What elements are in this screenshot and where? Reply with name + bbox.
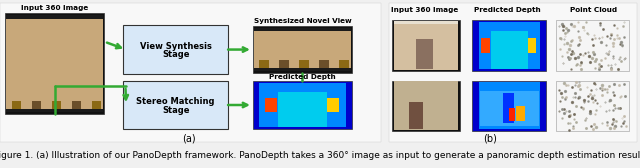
Text: Stereo Matching: Stereo Matching — [136, 97, 215, 106]
FancyBboxPatch shape — [279, 60, 289, 68]
Text: Stage: Stage — [162, 106, 189, 115]
FancyBboxPatch shape — [480, 91, 538, 126]
FancyBboxPatch shape — [6, 109, 103, 112]
FancyBboxPatch shape — [254, 68, 351, 71]
FancyBboxPatch shape — [389, 3, 637, 142]
FancyBboxPatch shape — [52, 101, 61, 109]
FancyBboxPatch shape — [319, 60, 329, 68]
FancyBboxPatch shape — [123, 25, 228, 74]
Text: Predicted Depth: Predicted Depth — [269, 74, 336, 80]
FancyBboxPatch shape — [509, 108, 515, 121]
FancyBboxPatch shape — [6, 15, 103, 112]
FancyBboxPatch shape — [472, 20, 546, 71]
FancyBboxPatch shape — [416, 39, 433, 69]
FancyBboxPatch shape — [259, 83, 346, 127]
FancyBboxPatch shape — [394, 21, 458, 70]
FancyBboxPatch shape — [394, 81, 458, 130]
Text: Predicted Depth: Predicted Depth — [474, 7, 541, 13]
FancyBboxPatch shape — [92, 101, 101, 109]
FancyBboxPatch shape — [392, 81, 460, 131]
Text: Input 360 Image: Input 360 Image — [390, 7, 458, 13]
FancyBboxPatch shape — [0, 3, 381, 142]
Text: Point Cloud: Point Cloud — [570, 7, 618, 13]
FancyBboxPatch shape — [516, 106, 525, 121]
FancyBboxPatch shape — [392, 20, 460, 71]
FancyBboxPatch shape — [72, 101, 81, 109]
FancyBboxPatch shape — [556, 20, 629, 71]
FancyBboxPatch shape — [253, 81, 352, 129]
FancyBboxPatch shape — [527, 38, 536, 53]
FancyBboxPatch shape — [327, 98, 339, 112]
FancyBboxPatch shape — [300, 60, 309, 68]
FancyBboxPatch shape — [481, 38, 490, 53]
FancyBboxPatch shape — [472, 81, 546, 131]
FancyBboxPatch shape — [12, 101, 21, 109]
FancyBboxPatch shape — [5, 13, 104, 114]
Text: Input 360 Image: Input 360 Image — [21, 5, 88, 11]
FancyBboxPatch shape — [479, 82, 540, 129]
FancyBboxPatch shape — [503, 93, 513, 123]
FancyBboxPatch shape — [265, 98, 276, 112]
FancyBboxPatch shape — [31, 101, 41, 109]
FancyBboxPatch shape — [278, 92, 327, 127]
FancyBboxPatch shape — [123, 81, 228, 129]
Text: Stage: Stage — [162, 50, 189, 59]
FancyBboxPatch shape — [253, 26, 352, 73]
FancyBboxPatch shape — [491, 31, 527, 69]
FancyBboxPatch shape — [254, 28, 351, 31]
FancyBboxPatch shape — [479, 22, 540, 69]
Text: View Synthesis: View Synthesis — [140, 42, 212, 51]
FancyBboxPatch shape — [556, 81, 629, 131]
Text: (a): (a) — [182, 134, 196, 144]
Text: Synthesized Novel View: Synthesized Novel View — [253, 17, 351, 24]
FancyBboxPatch shape — [6, 15, 103, 19]
FancyBboxPatch shape — [254, 28, 351, 71]
FancyBboxPatch shape — [409, 102, 422, 129]
Text: (b): (b) — [483, 134, 497, 144]
FancyBboxPatch shape — [259, 60, 269, 68]
FancyBboxPatch shape — [394, 21, 458, 24]
Text: Figure 1. (a) Illustration of our PanoDepth framework. PanoDepth takes a 360° im: Figure 1. (a) Illustration of our PanoDe… — [0, 151, 640, 160]
FancyBboxPatch shape — [339, 60, 349, 68]
